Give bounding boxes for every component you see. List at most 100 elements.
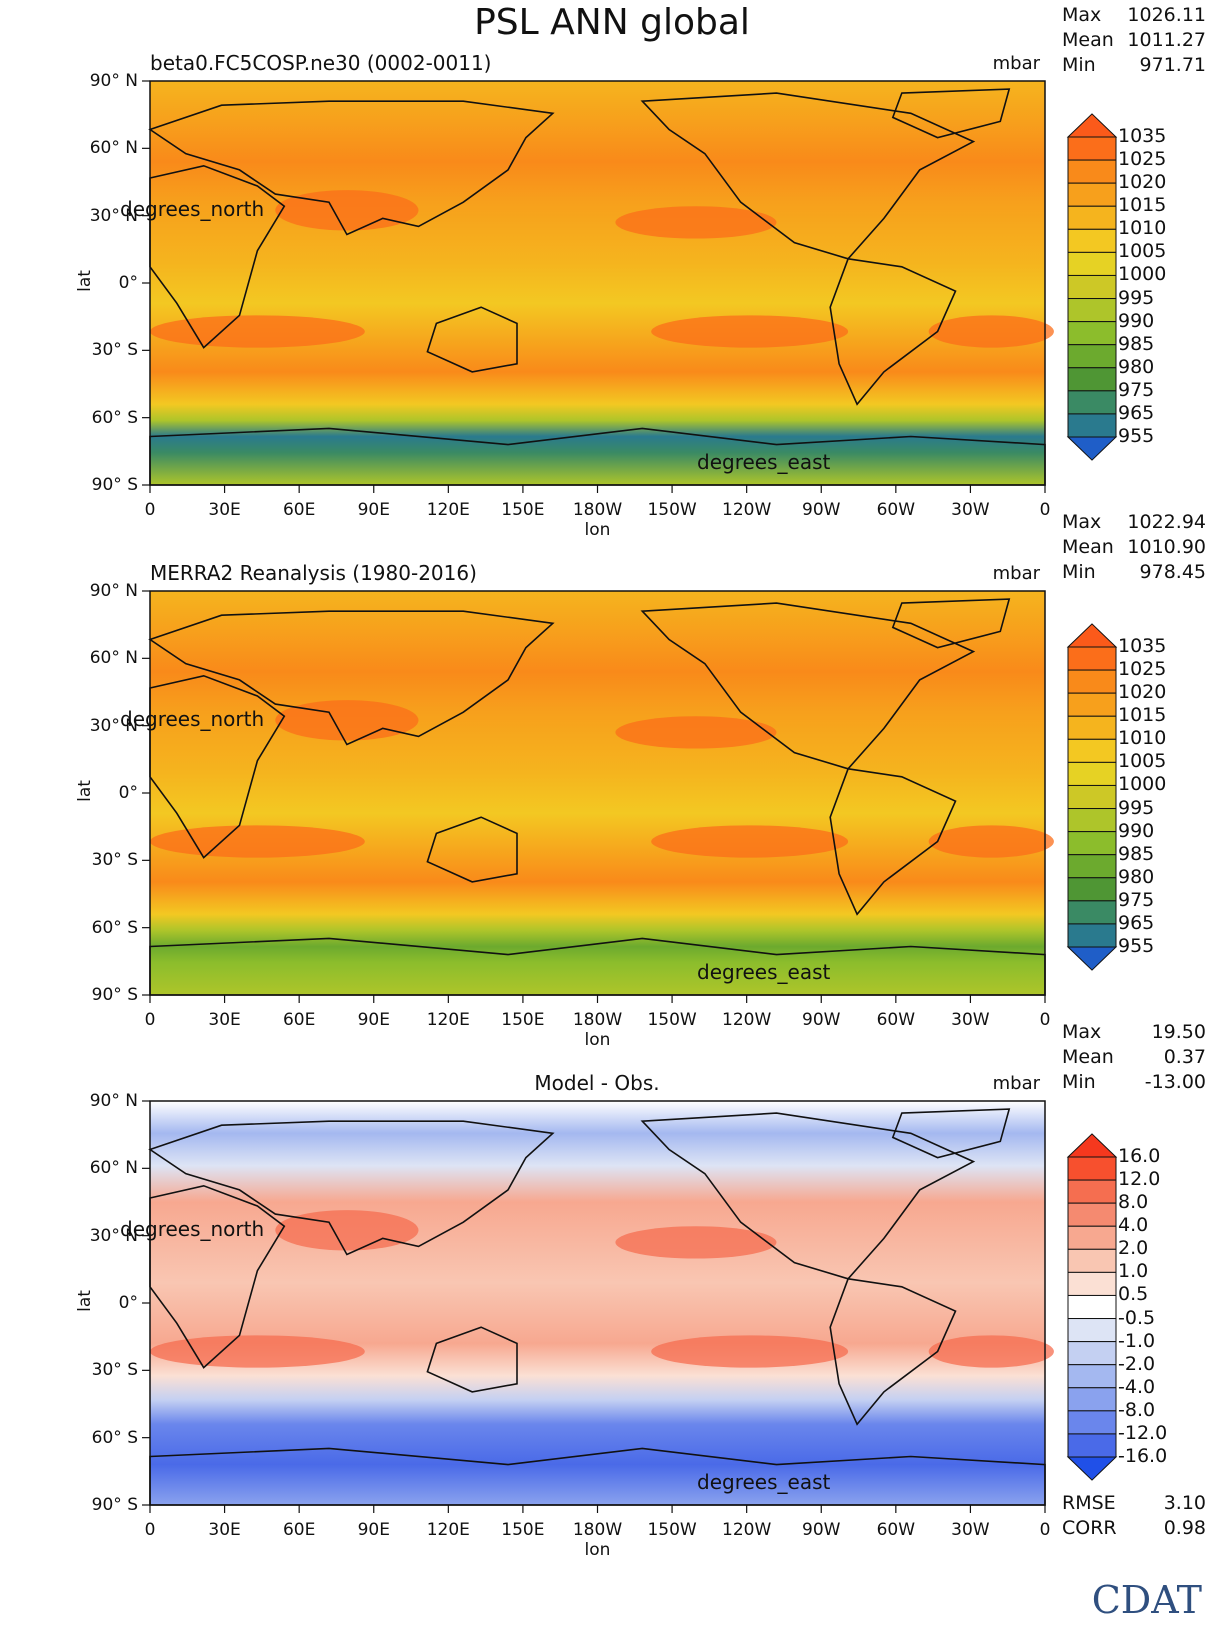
stat-label: Min (1062, 561, 1096, 583)
colorbar-arrow-top (1066, 623, 1118, 648)
colorbar-arrow-bottom (1066, 946, 1118, 971)
colorbar-label: 4.0 (1118, 1214, 1149, 1237)
x-tick-label: 150E (501, 1520, 545, 1540)
y-tick-label: 60° N (89, 138, 138, 159)
panel-subtitle: beta0.FC5COSP.ne30 (0002-0011) (150, 51, 492, 75)
pressure-contour (928, 1335, 1054, 1368)
coastline (149, 674, 286, 859)
pressure-contour (651, 315, 849, 348)
x-tick-label: 60E (282, 1520, 316, 1540)
colorbar-label: -2.0 (1118, 1352, 1156, 1375)
colorbar-label: 980 (1118, 355, 1155, 378)
x-tick-label: 0 (144, 1520, 156, 1540)
colorbar-segment (1067, 367, 1117, 392)
coastline (829, 767, 957, 916)
stat-value: -13.00 (1144, 1071, 1206, 1093)
lon-units-label: degrees_east (697, 450, 831, 474)
x-tick-label: 0 (1039, 500, 1051, 520)
coastline (829, 1277, 957, 1426)
colorbar-arrow-bottom (1066, 436, 1118, 461)
pressure-contour (275, 700, 419, 741)
colorbar-label: -16.0 (1118, 1445, 1168, 1467)
colorbar-segment (1067, 1202, 1117, 1227)
colorbar-arrow-bottom (1066, 1456, 1118, 1481)
pressure-contour (615, 716, 777, 749)
x-tick-label: 150W (647, 500, 697, 520)
y-tick-label: 30° N (89, 205, 138, 226)
x-tick-label: 0 (144, 1010, 156, 1030)
pressure-contour (615, 206, 777, 239)
colorbar-segment (1067, 274, 1117, 300)
panel-3 (142, 1100, 1118, 1513)
colorbar-label: 2.0 (1118, 1237, 1149, 1260)
map-field (150, 591, 1045, 995)
colorbar-label: 955 (1118, 935, 1155, 957)
x-tick-label: 120W (722, 1010, 772, 1030)
map-field (150, 1101, 1045, 1505)
stat-label: Mean (1062, 536, 1114, 558)
stat-label: Min (1062, 54, 1096, 76)
stat-label: Min (1062, 1071, 1096, 1093)
lon-units-label: degrees_east (697, 960, 831, 984)
stat-value: 1010.90 (1127, 536, 1206, 558)
x-tick-label: 30E (208, 1010, 241, 1030)
colorbar-segment (1067, 900, 1117, 925)
x-tick-label: 60W (876, 500, 916, 520)
coastline (149, 164, 286, 349)
colorbar-segment (1067, 182, 1117, 207)
y-tick-label: 60° S (91, 1427, 138, 1448)
colorbar-label: -8.0 (1118, 1398, 1156, 1421)
colorbar-label: 1010 (1118, 217, 1167, 240)
x-tick-label: 90W (802, 1010, 841, 1030)
colorbar-label: 1020 (1118, 171, 1167, 194)
colorbar-label: -12.0 (1118, 1421, 1168, 1444)
colorbar-label: 1000 (1118, 263, 1167, 286)
x-tick-label: 30W (951, 1520, 990, 1540)
colorbar-label: 995 (1118, 286, 1155, 309)
pressure-contour (615, 1226, 777, 1259)
stat-label: CORR (1062, 1517, 1117, 1539)
colorbar-label: 1020 (1118, 681, 1167, 704)
coastline (148, 100, 555, 236)
y-tick-label: 60° N (89, 1158, 138, 1179)
y-tick-label: 90° N (89, 581, 138, 601)
x-tick-label: 30W (951, 500, 990, 520)
x-tick-label: 90E (357, 1010, 390, 1030)
pressure-contour (150, 315, 365, 348)
colorbar-segment (1067, 761, 1117, 786)
colorbar-segment (1067, 413, 1117, 438)
y-tick-label: 30° N (89, 715, 138, 736)
colorbar-label: 985 (1118, 842, 1155, 865)
x-axis-label: lon (584, 1540, 611, 1560)
colorbar-segment (1067, 854, 1117, 879)
stat-value: 0.98 (1163, 1517, 1206, 1539)
colorbar-label: 1015 (1118, 194, 1167, 217)
x-tick-label: 150W (647, 1010, 697, 1030)
colorbar-segment (1067, 669, 1117, 694)
colorbar-segment (1067, 831, 1117, 856)
x-tick-label: 120W (722, 500, 772, 520)
colorbar-segment (1067, 1410, 1117, 1435)
colorbar-segment (1067, 159, 1117, 184)
y-axis-label: lat (74, 780, 95, 802)
coastline (148, 1120, 555, 1256)
pressure-contour (651, 825, 849, 858)
colorbar-label: 8.0 (1118, 1191, 1149, 1214)
colorbar-label: 955 (1118, 425, 1155, 447)
stat-label: Max (1062, 511, 1102, 533)
colorbar-label: 980 (1118, 865, 1155, 888)
x-tick-label: 150W (647, 1520, 697, 1540)
stat-value: 1011.27 (1127, 29, 1206, 51)
colorbar-segment (1067, 228, 1117, 253)
y-tick-label: 0° (118, 783, 138, 803)
y-tick-label: 90° N (89, 1091, 138, 1111)
coastline (426, 816, 518, 883)
x-tick-label: 120W (722, 1520, 772, 1540)
x-tick-label: 30W (951, 1010, 990, 1030)
y-tick-label: 90° N (89, 71, 138, 91)
panel-subtitle: Model - Obs. (534, 1071, 660, 1095)
stat-value: 19.50 (1151, 1021, 1206, 1043)
x-tick-label: 90E (357, 500, 390, 520)
lat-units-label: degrees_north (120, 707, 265, 731)
colorbar-segment (1067, 1294, 1117, 1320)
